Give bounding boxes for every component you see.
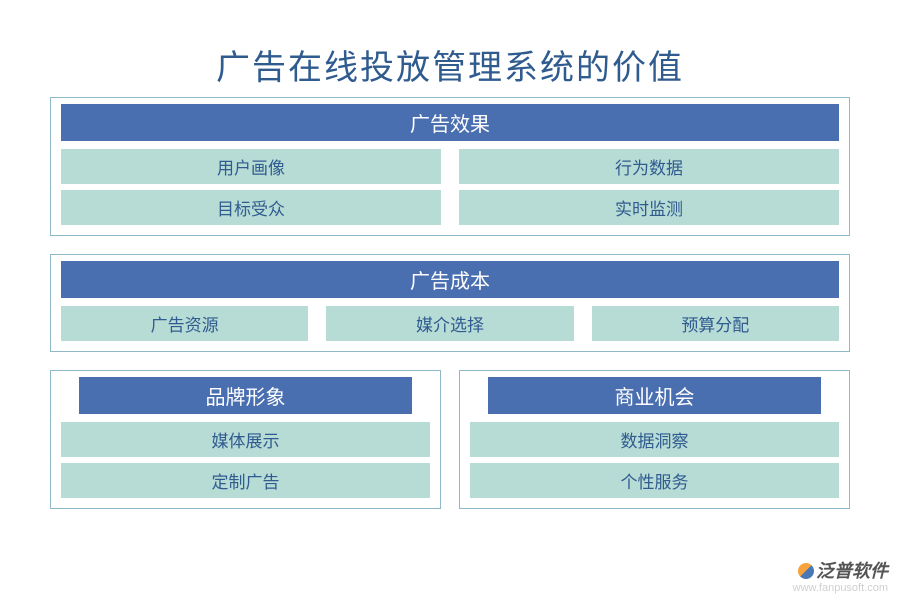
section-brand-header: 品牌形象 bbox=[79, 377, 412, 414]
cell-behavior-data: 行为数据 bbox=[459, 149, 839, 184]
section-cost: 广告成本 广告资源 媒介选择 预算分配 bbox=[50, 254, 850, 352]
cell-data-insight: 数据洞察 bbox=[470, 422, 839, 457]
cell-ad-resources: 广告资源 bbox=[61, 306, 308, 341]
section-cost-header: 广告成本 bbox=[61, 261, 839, 298]
cell-media-selection: 媒介选择 bbox=[326, 306, 573, 341]
cell-realtime-monitor: 实时监测 bbox=[459, 190, 839, 225]
page-title: 广告在线投放管理系统的价值 bbox=[50, 40, 850, 89]
section-bottom: 品牌形象 媒体展示 定制广告 商业机会 数据洞察 个性服务 bbox=[50, 370, 850, 509]
section-opportunity-header: 商业机会 bbox=[488, 377, 821, 414]
section-effect-header: 广告效果 bbox=[61, 104, 839, 141]
cell-custom-ads: 定制广告 bbox=[61, 463, 430, 498]
cell-budget-allocation: 预算分配 bbox=[592, 306, 839, 341]
watermark-brand: 泛普软件 bbox=[816, 561, 888, 581]
cell-personal-service: 个性服务 bbox=[470, 463, 839, 498]
section-opportunity: 商业机会 数据洞察 个性服务 bbox=[459, 370, 850, 509]
watermark-url: www.fanpusoft.com bbox=[793, 582, 888, 594]
cell-user-profile: 用户画像 bbox=[61, 149, 441, 184]
logo-icon bbox=[798, 563, 814, 579]
section-effect: 广告效果 用户画像 行为数据 目标受众 实时监测 bbox=[50, 97, 850, 236]
section-brand: 品牌形象 媒体展示 定制广告 bbox=[50, 370, 441, 509]
cell-target-audience: 目标受众 bbox=[61, 190, 441, 225]
watermark: 泛普软件 www.fanpusoft.com bbox=[793, 562, 888, 594]
cell-media-display: 媒体展示 bbox=[61, 422, 430, 457]
